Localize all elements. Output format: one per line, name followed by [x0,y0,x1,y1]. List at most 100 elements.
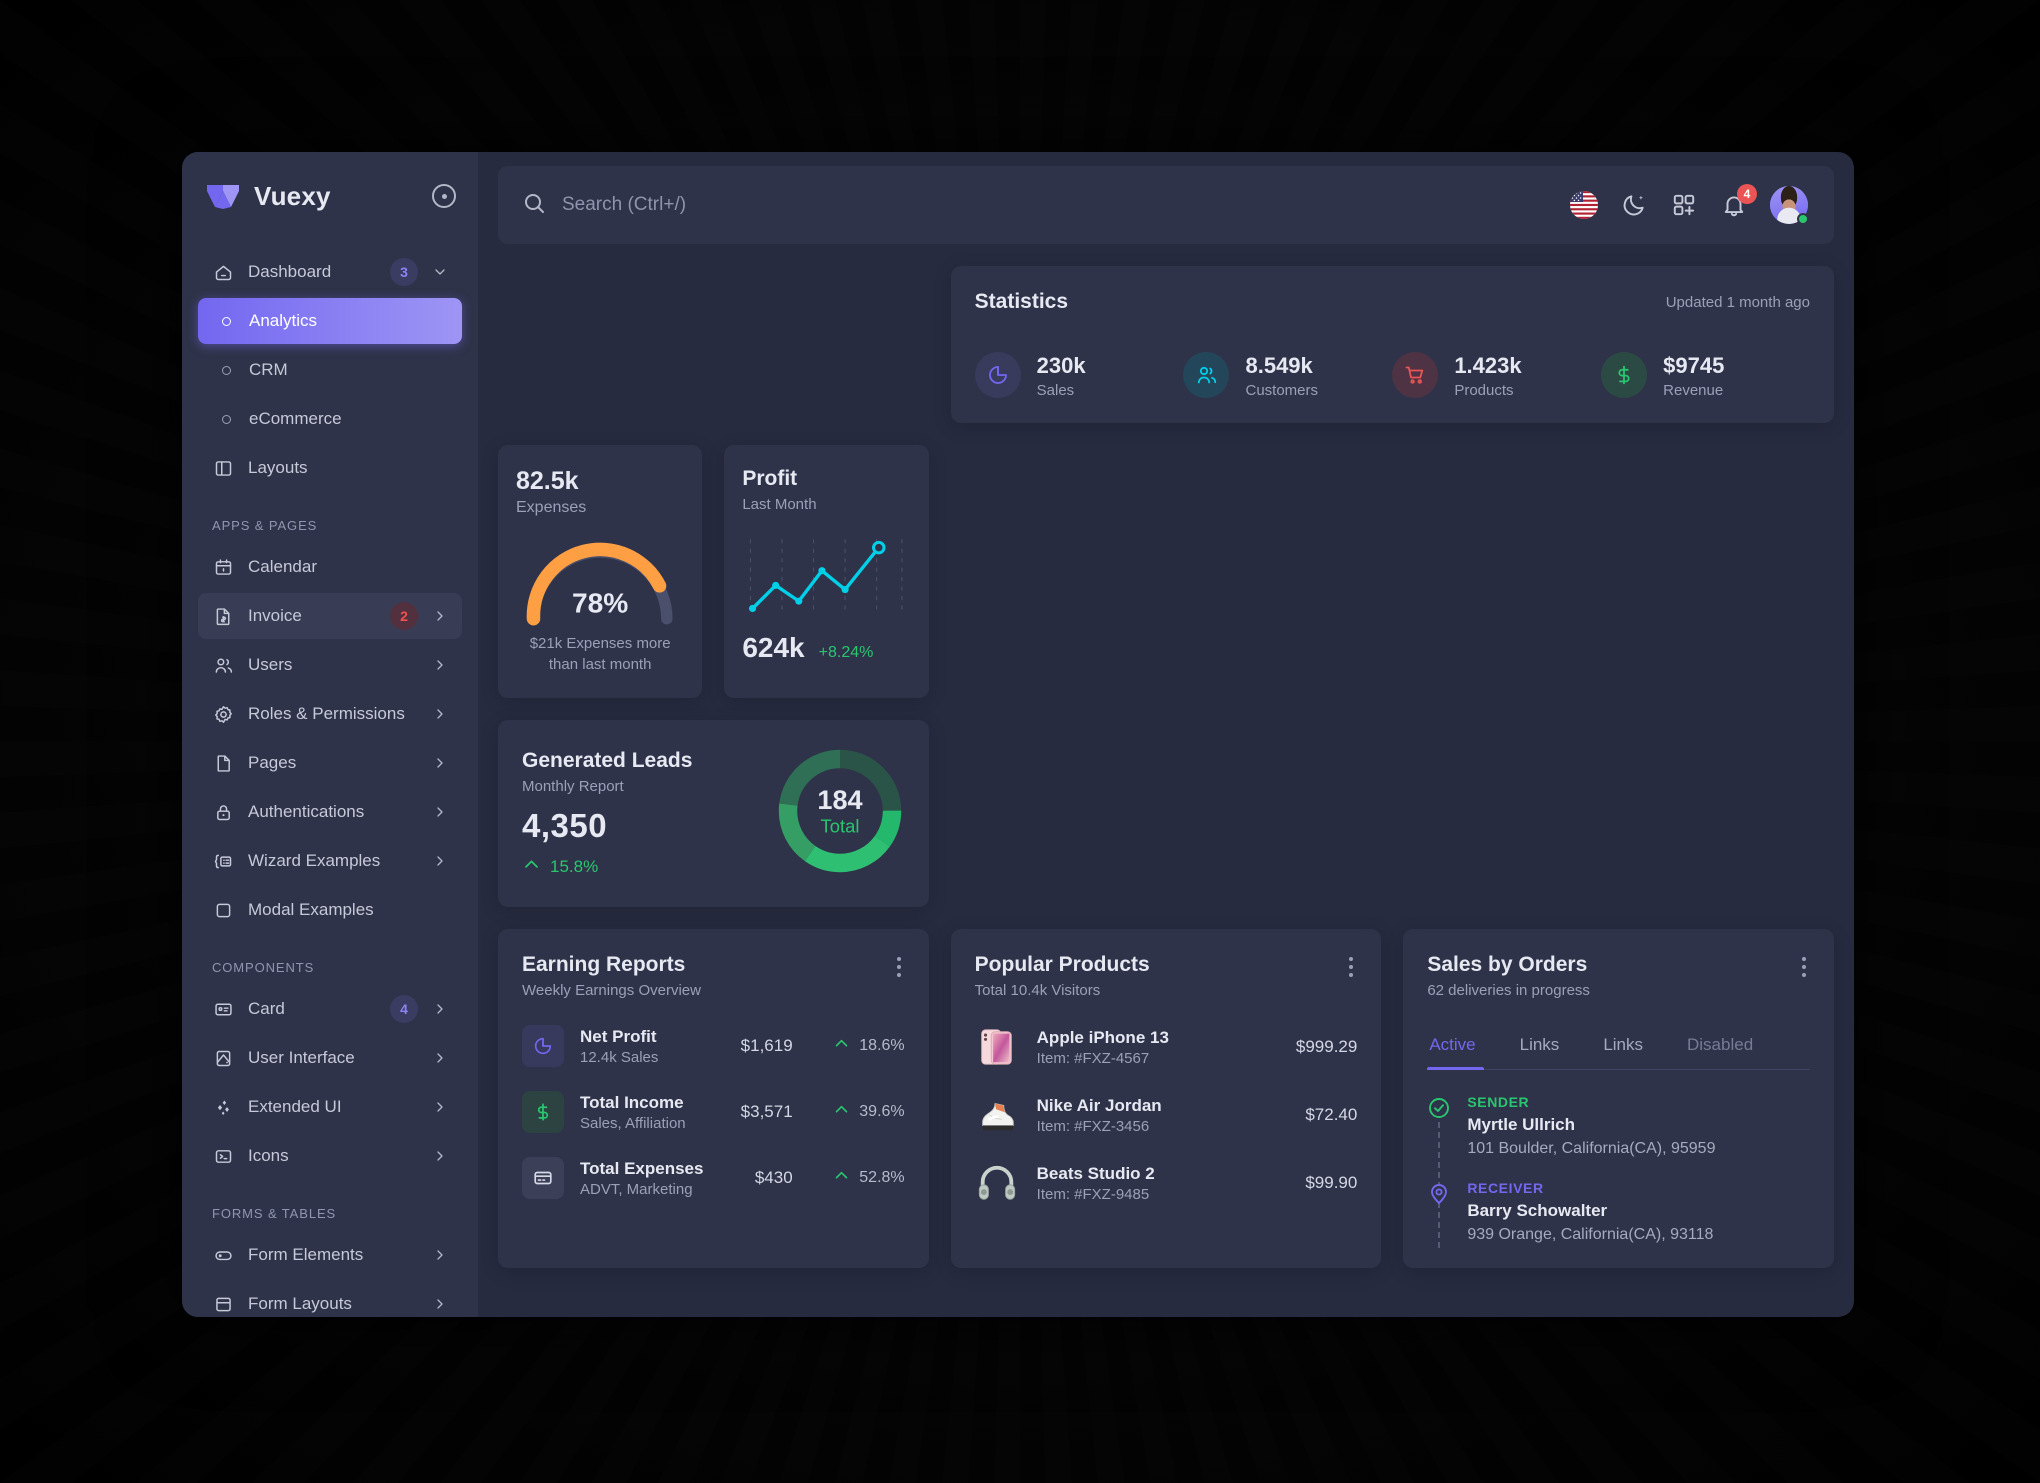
sidebar-item-modal-examples[interactable]: Modal Examples [198,887,462,933]
stat-label: Sales [1036,381,1075,399]
stat-revenue: $9745 Revenue [1601,352,1810,399]
kebab-menu-icon[interactable] [1345,953,1357,981]
flag-us-icon[interactable] [1570,191,1598,219]
sidebar-item-authentications[interactable]: Authentications [198,789,462,835]
sidebar-item-form-layouts[interactable]: Form Layouts [198,1281,462,1317]
search-input[interactable] [562,194,1554,216]
popular-products-card: Popular Products Total 10.4k Visitors [950,929,1382,1268]
sidebar-item-label: Roles & Permissions [248,704,405,723]
sidebar-item-layouts[interactable]: Layouts [198,445,462,491]
statistics-updated: Updated 1 month ago [1665,293,1810,311]
search-area[interactable] [522,191,1554,220]
popular-products-subtitle: Total 10.4k Visitors [974,982,1101,999]
sneaker-icon [975,1093,1019,1137]
tab-links-2[interactable]: Links [1603,1035,1643,1054]
product-name: Apple iPhone 13 [1036,1027,1169,1047]
sidebar-item-ecommerce[interactable]: eCommerce [198,396,462,442]
sidebar-item-wizard-examples[interactable]: Wizard Examples [198,838,462,884]
sidebar-item-label: Form Elements [248,1245,364,1264]
dot-icon [222,414,231,424]
sidebar-item-invoice[interactable]: Invoice 2 [198,593,462,639]
sidebar-item-label: Extended UI [248,1097,342,1116]
sidebar-item-label: Wizard Examples [248,851,381,870]
arrow-up-icon [833,1167,850,1189]
sidebar-item-crm[interactable]: CRM [198,347,462,393]
expenses-label: Expenses [516,498,587,516]
generated-leads-info: Generated Leads Monthly Report 4,350 15.… [522,749,765,879]
donut-center-value: 184 [817,784,862,815]
bell-icon[interactable]: 4 [1720,184,1757,219]
sidebar-item-icons[interactable]: Icons [198,1133,462,1179]
shipment-address: 101 Boulder, California(CA), 95959 [1467,1140,1716,1157]
expenses-card: 82.5k Expenses 78% $21k Expenses more th… [498,444,703,698]
chevron-right-icon [432,853,448,869]
sidebar-item-dashboard[interactable]: Dashboard 3 [198,249,462,295]
stat-value: 1.423k [1454,353,1522,378]
status-badge [1797,213,1809,225]
grid-plus-icon[interactable] [1670,191,1698,219]
circle-dot-icon[interactable] [432,184,456,208]
main-area: 4 Statistics Updated 1 month ago [478,152,1854,1317]
popular-products-header: Popular Products Total 10.4k Visitors [975,953,1358,999]
kebab-menu-icon[interactable] [1798,953,1810,981]
invoice-icon [212,605,234,627]
sidebar-item-label: Modal Examples [248,900,374,919]
stat-customers: 8.549k Customers [1183,352,1392,399]
sidebar-item-user-interface[interactable]: User Interface [198,1035,462,1081]
sidebar-item-calendar[interactable]: Calendar [198,544,462,590]
map-pin-icon [1427,1182,1451,1206]
chevron-right-icon [432,1099,448,1115]
stat-label: Revenue [1663,381,1724,399]
expenses-note-line1: $21k Expenses more [529,634,671,652]
shipment-timeline: SENDER Myrtle Ullrich 101 Boulder, Calif… [1427,1094,1810,1248]
sales-by-orders-subtitle: 62 deliveries in progress [1427,982,1590,999]
sidebar-badge-invoice: 2 [390,602,418,630]
tab-active[interactable]: Active [1427,1025,1497,1070]
avatar[interactable] [1770,186,1809,225]
layout-icon [212,457,234,479]
popular-products-list: Apple iPhone 13 Item: #FXZ-4567 $999.29 [975,1025,1358,1205]
sparkle-icon [212,1096,234,1118]
sidebar-item-pages[interactable]: Pages [198,740,462,786]
chevron-right-icon [432,657,448,673]
square-icon [212,899,234,921]
vuexy-logo-icon [206,182,240,210]
sidebar-item-roles-permissions[interactable]: Roles & Permissions [198,691,462,737]
sidebar-item-label: CRM [249,360,288,379]
sidebar: Vuexy Dashboard 3 Analytics [182,152,478,1317]
sidebar-item-label: Analytics [249,311,318,330]
kebab-menu-icon[interactable] [893,953,905,981]
product-price: $99.90 [1305,1173,1358,1192]
sidebar-item-label: Calendar [248,557,317,576]
sidebar-nav: Dashboard 3 Analytics CRM eCommerce [182,240,478,1317]
expenses-note-line2: than last month [548,656,652,674]
earning-row-name: Total Income [580,1092,684,1112]
tab-links-1[interactable]: Links [1519,1035,1560,1054]
sidebar-item-card[interactable]: Card 4 [198,986,462,1032]
user-group-icon [1183,352,1230,399]
list-item: Total Expenses ADVT, Marketing $430 52.8… [522,1157,905,1199]
list-item: Total Income Sales, Affiliation $3,571 3… [522,1091,905,1133]
sidebar-item-form-elements[interactable]: Form Elements [198,1232,462,1278]
sidebar-item-users[interactable]: Users [198,642,462,688]
earning-row-amount: $1,619 [740,1036,793,1055]
sales-by-orders-header: Sales by Orders 62 deliveries in progres… [1427,953,1810,999]
earning-row-change: 52.8% [809,1167,905,1189]
chevron-right-icon [432,804,448,820]
chevron-right-icon [432,1296,448,1312]
credit-card-icon [522,1157,564,1199]
chevron-right-icon [432,755,448,771]
sidebar-item-label: Users [248,655,293,674]
dollar-icon [1601,352,1648,399]
profit-summary: 624k +8.24% [742,632,910,664]
home-icon [212,261,234,283]
product-name: Beats Studio 2 [1036,1163,1155,1183]
moon-icon[interactable] [1620,191,1648,219]
sidebar-item-extended-ui[interactable]: Extended UI [198,1084,462,1130]
product-name: Nike Air Jordan [1036,1095,1162,1115]
dot-icon [222,316,231,326]
sidebar-badge-card: 4 [390,995,418,1023]
sidebar-item-analytics[interactable]: Analytics [198,298,462,344]
earning-reports-header: Earning Reports Weekly Earnings Overview [522,953,905,999]
stat-label: Customers [1245,381,1319,399]
